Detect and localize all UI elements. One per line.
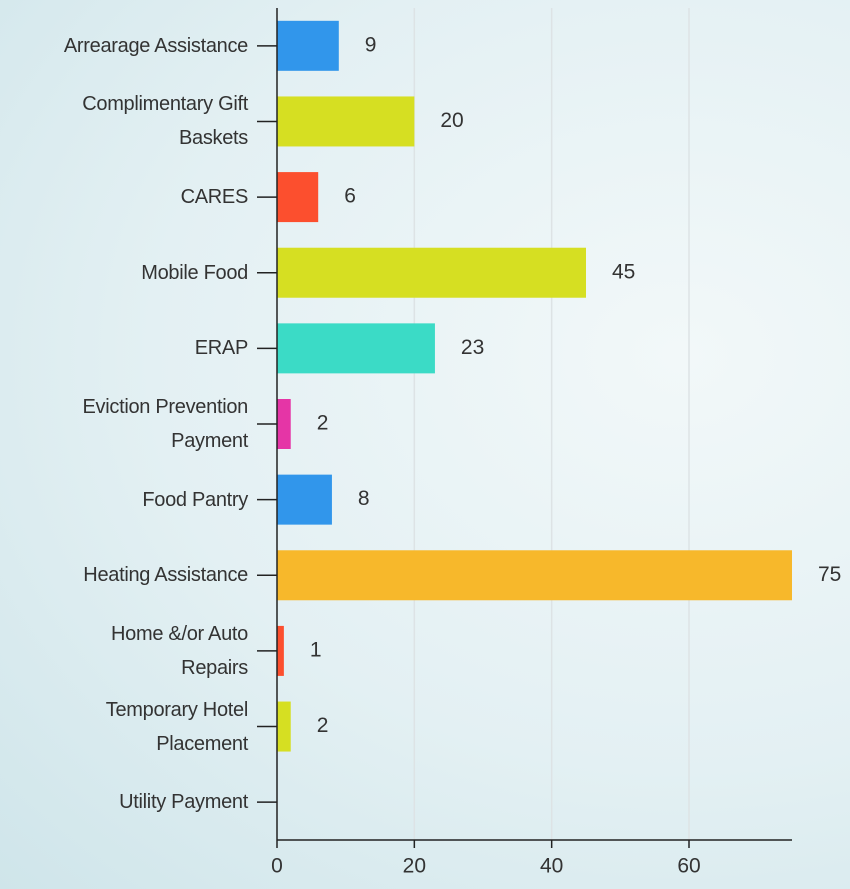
y-tick-label: CARES xyxy=(180,186,249,209)
bar xyxy=(277,247,586,298)
bar xyxy=(277,701,291,752)
bar xyxy=(277,172,319,223)
y-tick-label: Utility Payment xyxy=(119,791,248,814)
y-tick-label: Heating Assistance xyxy=(83,564,248,587)
bar xyxy=(277,625,284,676)
y-tick-label: Food Pantry xyxy=(142,488,248,511)
bar xyxy=(277,20,339,71)
value-label: 75 xyxy=(818,563,841,586)
y-tick-label: ERAP xyxy=(194,337,249,360)
x-tick-label: 40 xyxy=(540,855,563,878)
value-label: 45 xyxy=(612,260,635,283)
value-label: 2 xyxy=(317,412,329,435)
y-tick-label: Complimentary Gift Baskets xyxy=(82,93,248,150)
x-tick-label: 20 xyxy=(403,855,426,878)
y-tick-label: Arrearage Assistance xyxy=(63,34,248,57)
value-label: 1 xyxy=(310,638,322,661)
bar xyxy=(277,323,435,374)
y-tick-label: Home &/or Auto Repairs xyxy=(111,622,248,679)
y-tick-label: Eviction Prevention Payment xyxy=(82,396,248,452)
value-label: 23 xyxy=(461,336,484,359)
y-tick-label: Mobile Food xyxy=(141,261,248,284)
value-label: 9 xyxy=(365,33,377,56)
x-tick-label: 60 xyxy=(677,855,700,878)
value-label: 20 xyxy=(440,109,463,132)
y-tick-label: Temporary Hotel Placement xyxy=(105,698,249,755)
bar xyxy=(277,474,332,525)
bar xyxy=(277,96,415,147)
bar xyxy=(277,399,291,449)
value-label: 6 xyxy=(344,185,356,208)
value-label: 2 xyxy=(317,714,329,737)
value-label: 8 xyxy=(358,487,370,510)
x-tick-label: 0 xyxy=(271,855,283,878)
bar xyxy=(277,550,792,601)
